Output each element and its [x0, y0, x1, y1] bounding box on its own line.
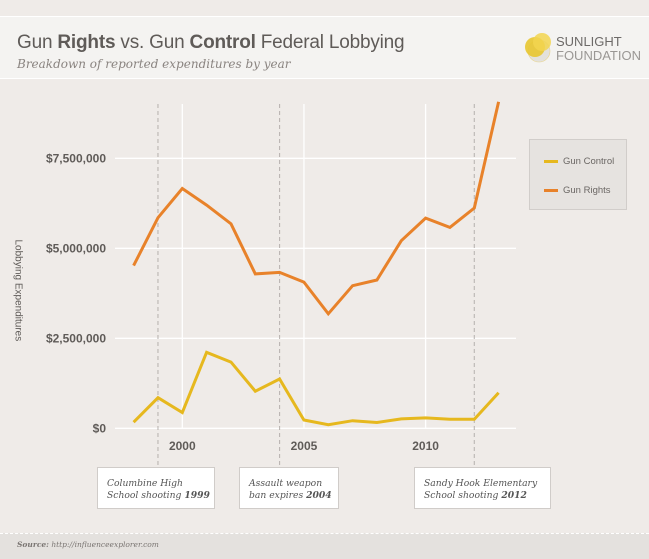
legend-swatch [544, 189, 558, 192]
annotation-assault-weapon-ban: Assault weapon ban expires 2004 [239, 467, 339, 509]
y-tick-label: $2,500,000 [46, 331, 106, 345]
legend: Gun Control Gun Rights [529, 139, 627, 210]
y-tick-label: $7,500,000 [46, 151, 106, 165]
y-axis-label: Lobbying Expenditures [13, 240, 24, 340]
x-tick-label: 2010 [412, 439, 439, 453]
footer: Source: http://influenceexplorer.com [0, 533, 649, 559]
annotation-sandy-hook: Sandy Hook Elementary School shooting 20… [414, 467, 551, 509]
legend-item-gun-rights: Gun Rights [544, 185, 611, 196]
series-line-gun-control [134, 352, 499, 424]
source-text: Source: http://influenceexplorer.com [17, 540, 159, 549]
legend-label: Gun Control [563, 156, 614, 167]
series-line-gun-rights [134, 102, 499, 314]
legend-item-gun-control: Gun Control [544, 156, 614, 167]
legend-swatch [544, 160, 558, 163]
legend-label: Gun Rights [563, 185, 611, 196]
y-tick-label: $5,000,000 [46, 241, 106, 255]
y-tick-label: $0 [93, 421, 107, 435]
x-tick-label: 2000 [169, 439, 196, 453]
annotation-columbine: Columbine High School shooting 1999 [97, 467, 215, 509]
x-tick-label: 2005 [291, 439, 318, 453]
